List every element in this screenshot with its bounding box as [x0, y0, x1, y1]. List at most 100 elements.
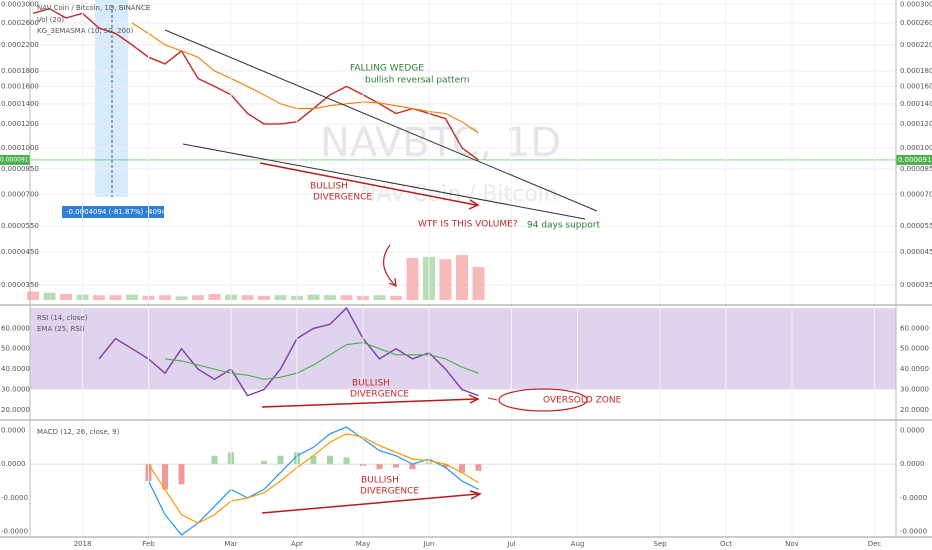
- histogram-bar: [343, 457, 350, 465]
- y-tick-label: 40.0000: [1, 365, 30, 373]
- histogram-bar: [310, 455, 317, 465]
- measure-box: [62, 206, 164, 218]
- x-tick-label: Sep: [653, 540, 667, 548]
- y-tick-label: -0.0000: [1, 494, 28, 502]
- y-tick-label: 0.0000850: [1, 165, 39, 173]
- y-tick-label: 60.0000: [900, 324, 929, 332]
- volume-bar: [60, 294, 72, 300]
- x-tick-label: Dec: [868, 540, 882, 548]
- volume-bar: [258, 295, 270, 300]
- arrow-head: [388, 277, 397, 287]
- annotation: BULLISH: [310, 182, 348, 192]
- y-tick-label: 0.0000450: [1, 248, 39, 256]
- volume-bar: [175, 296, 188, 300]
- y-tick-label: 0.0000350: [900, 281, 932, 289]
- y-tick-label: 60.0000: [1, 324, 30, 332]
- y-tick-label: 0.0000: [1, 460, 26, 468]
- y-tick-label: 0.0000: [900, 426, 925, 434]
- y-tick-label: 40.0000: [900, 365, 929, 373]
- arrow-head: [468, 199, 480, 210]
- y-tick-label: 0.0001600: [1, 82, 39, 90]
- x-tick-label: Jun: [423, 540, 435, 548]
- legend-entry: MACD (12, 26, close, 9): [37, 428, 120, 436]
- y-tick-label: 0.0000: [1, 426, 26, 434]
- x-tick-label: Mar: [224, 540, 237, 548]
- curved-arrow: [383, 244, 396, 286]
- y-tick-label: 0.0001000: [1, 144, 39, 152]
- volume-bar: [406, 258, 419, 300]
- y-tick-label: 0.0000450: [900, 248, 932, 256]
- annotation: DIVERGENCE: [350, 390, 409, 400]
- y-tick-label: -0.0000: [900, 494, 927, 502]
- histogram-bar: [211, 455, 218, 465]
- x-tick-label: Apr: [291, 540, 303, 548]
- y-tick-label: 0.0003000: [1, 0, 39, 8]
- y-tick-label: 0.0001400: [1, 100, 39, 108]
- y-tick-label: 0.0001600: [900, 82, 932, 90]
- volume-bar: [307, 294, 320, 300]
- annotation: 94 days support: [527, 221, 600, 231]
- x-tick-label: Feb: [142, 540, 155, 548]
- y-tick-label: 30.0000: [900, 385, 929, 393]
- annotation: BULLISH: [352, 379, 390, 389]
- volume-bar: [324, 295, 336, 300]
- y-tick-label: 0.0000550: [1, 222, 39, 230]
- volume-bar: [208, 294, 221, 300]
- watermark: NAVBTC, 1D: [320, 120, 561, 166]
- series-line: [147, 433, 479, 524]
- y-tick-label: 0.0001200: [900, 120, 932, 128]
- y-tick-label: -0.0000: [900, 528, 927, 536]
- series-line: [32, 7, 479, 161]
- y-tick-label: 0.0000550: [900, 222, 932, 230]
- histogram-bar: [459, 464, 465, 473]
- rsi-band: [30, 308, 896, 390]
- x-tick-label: Aug: [571, 540, 585, 548]
- y-tick-label: 0.0001200: [1, 120, 39, 128]
- histogram-bar: [261, 460, 267, 465]
- legend-entry: EMA (25, RSI): [37, 325, 85, 333]
- volume-bar: [27, 291, 39, 300]
- y-tick-label: 20.0000: [1, 406, 30, 414]
- y-tick-label: 0.0001400: [900, 100, 932, 108]
- wedge-lower-line: [182, 143, 586, 220]
- series-line: [131, 22, 479, 134]
- divergence-arrow: [259, 162, 477, 206]
- oversold-ellipse: [498, 388, 588, 412]
- volume-bar: [241, 295, 254, 300]
- volume-bar: [373, 295, 386, 300]
- volume-bar: [109, 295, 122, 300]
- y-tick-label: 0.0000700: [1, 190, 39, 198]
- y-tick-label: 0.0002200: [1, 41, 39, 49]
- histogram-bar: [327, 455, 333, 465]
- measure-label: -0.0004094 (-81.87%) -4094: [66, 208, 166, 216]
- y-tick-label: 0.0000850: [900, 165, 932, 173]
- y-tick-label: 50.0000: [900, 345, 929, 353]
- volume-bar: [159, 295, 171, 300]
- volume-bar: [93, 295, 105, 300]
- x-tick-label: Oct: [720, 540, 732, 548]
- y-tick-label: 0.0001000: [900, 144, 932, 152]
- histogram-bar: [442, 464, 449, 468]
- last-price-label: 0.0000911: [898, 156, 932, 164]
- volume-bar: [390, 295, 402, 300]
- oversold-connector: [487, 397, 498, 401]
- annotation: FALLING WEDGE: [350, 64, 424, 74]
- arrow-head: [468, 394, 480, 404]
- volume-bar: [439, 259, 452, 300]
- divergence-arrow: [261, 398, 477, 408]
- volume-bar: [340, 295, 353, 300]
- wedge-upper-line: [164, 29, 598, 212]
- chart-title: NAV Coin / Bitcoin, 1D, BINANCE: [37, 4, 150, 12]
- annotation: bullish reversal pattern: [365, 76, 469, 86]
- histogram-bar: [475, 464, 482, 471]
- histogram-bar: [376, 464, 383, 470]
- y-tick-label: -0.0000: [1, 528, 28, 536]
- volume-bar: [126, 294, 138, 300]
- volume-bar: [472, 267, 485, 300]
- y-tick-label: 0.0003000: [900, 0, 932, 8]
- volume-bar: [456, 255, 468, 300]
- volume-bar: [274, 295, 287, 300]
